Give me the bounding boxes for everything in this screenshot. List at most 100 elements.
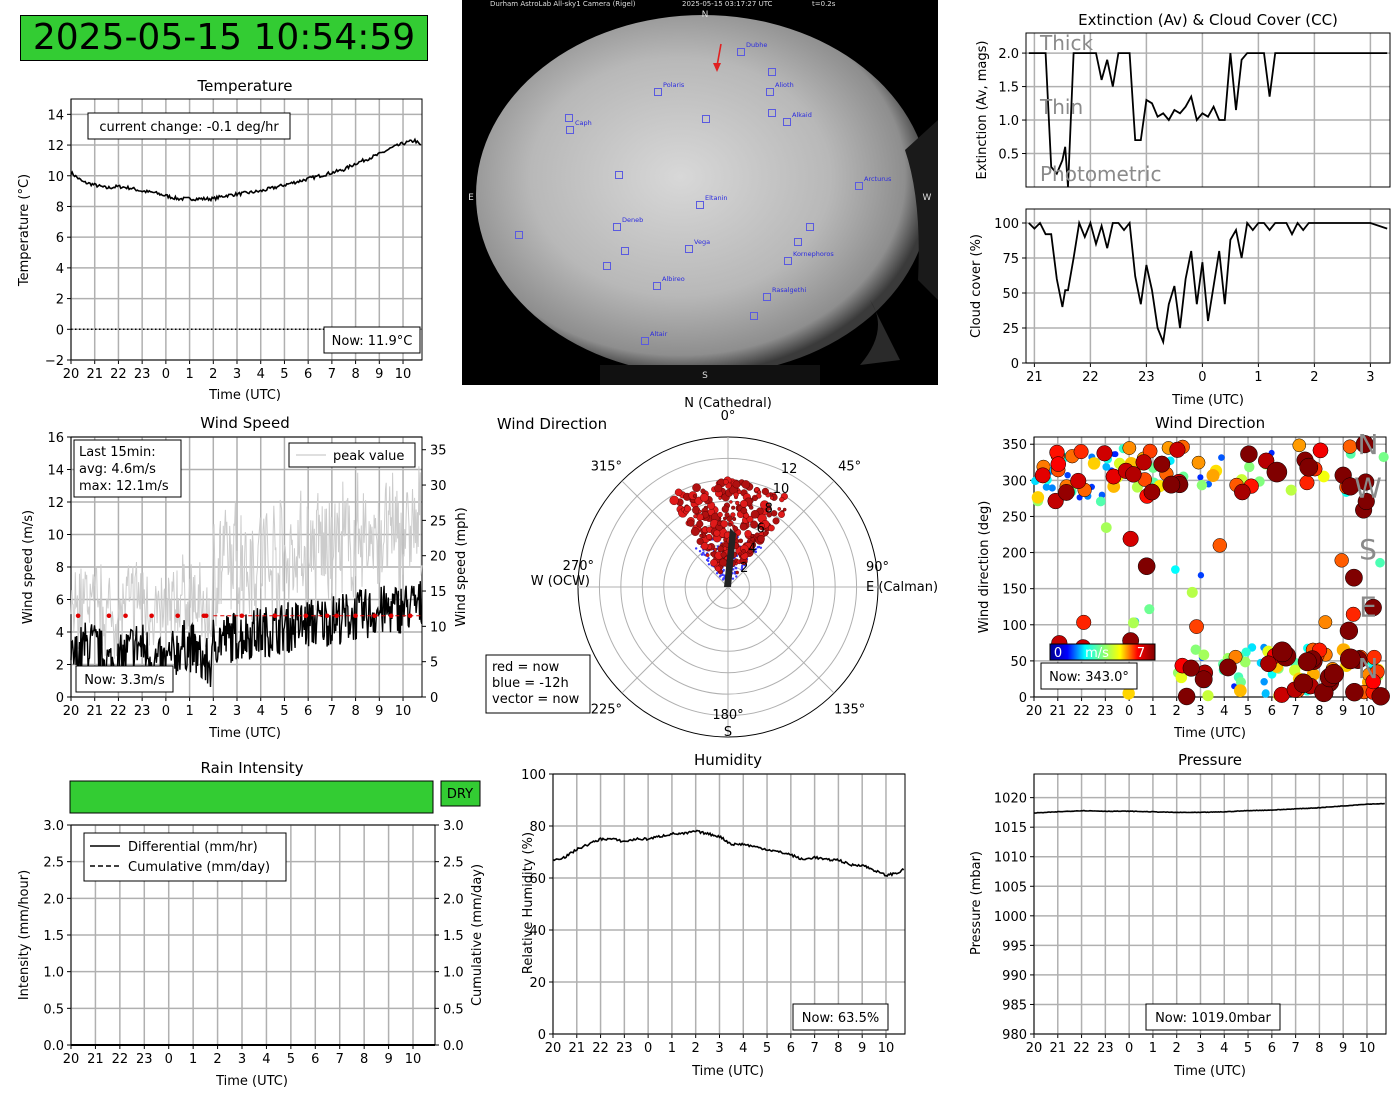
polar-point-now [732,525,739,532]
polar-point-now [722,479,729,485]
star-marker [768,68,776,76]
polar-point-now [759,523,765,529]
temp-xtick-label: 6 [304,367,312,382]
pres-xtick-label: 2 [1173,1041,1181,1056]
polar-point-now [717,511,723,518]
hum-xtick-label: 7 [810,1041,818,1056]
wind-ytick-right-label: 35 [430,444,447,459]
polar-point-now [768,524,775,532]
pres-xtick-label: 5 [1244,1041,1252,1056]
pres-ytick-label: 1015 [994,821,1027,836]
hum-xtick-label: 22 [592,1041,609,1056]
wind-avg-marker [388,613,394,619]
polar-point-old [752,549,756,552]
star-label: Alioth [775,81,794,89]
polar-point-now [715,565,722,572]
wdir-point [1073,444,1089,460]
polar-point-now [720,551,727,558]
polar-point-old [694,547,698,550]
polar-angle-label: 225° [591,703,622,718]
rain-ytick-right-label: 0.5 [443,1002,464,1017]
star-label: Polaris [663,81,685,89]
wdir-xtick-label: 4 [1220,704,1228,719]
rain-xtick-label: 8 [360,1052,368,1067]
cloud-xtick-label: 22 [1082,370,1099,385]
hum-ytick-label: 40 [529,924,546,939]
polar-point-old [754,550,757,554]
wdir-point [1177,687,1196,706]
wdir-ytick-label: 250 [1002,510,1027,525]
polar-angle-label: 135° [834,703,865,718]
polar-point-now [757,490,762,495]
wind-note-line: max: 12.1m/s [79,479,169,494]
rain-ytick-right-label: 1.0 [443,966,464,981]
polar-r-label: 4 [748,541,756,556]
windspeed-title: Wind Speed [200,414,290,432]
wdir-point [1197,572,1205,579]
wdir-point [1122,687,1135,700]
polar-point-now [669,495,679,506]
polar-point-now [732,480,741,489]
wdir-point [1375,557,1385,568]
winddir-ts-title: Wind Direction [1155,414,1265,432]
polar-point-now [746,515,754,523]
polar-r-label: 12 [781,462,798,477]
pres-ytick-label: 1020 [994,792,1027,807]
wdir-point [1378,451,1389,463]
polar-point-old [754,547,758,551]
star-marker [784,257,792,265]
wdir-ytick-label: 300 [1002,474,1027,489]
pres-xtick-label: 21 [1050,1041,1067,1056]
wdir-point [1057,484,1075,501]
wdir-point [1125,466,1142,483]
hum-xtick-label: 6 [787,1041,795,1056]
polar-point-now [772,517,780,525]
wdir-xtick-label: 2 [1173,704,1181,719]
wdir-point [1202,690,1214,702]
star-marker [613,223,621,231]
rain-ylabel: Intensity (mm/hour) [17,870,32,1000]
wind-note-box [73,439,182,498]
rain-legend-box [83,832,287,882]
polar-point-now [699,533,704,538]
wdir-point [1339,621,1359,640]
temp-ytick-label: 14 [47,108,64,123]
wind-now-label-box [75,665,174,693]
rain-plot-frame [70,824,436,1046]
polar-point-now [750,510,760,519]
wdir-point [1299,457,1319,477]
wind-ytick-right-label: 20 [430,550,447,565]
wdir-point [1261,689,1270,698]
star-marker [515,231,523,239]
hum-plot-frame [552,773,906,1035]
wdir-point [1260,678,1268,686]
polar-point-now [696,520,704,528]
polar-point-old [734,566,737,570]
pres-xtick-label: 23 [1097,1041,1114,1056]
wdir-point [1050,456,1067,472]
polar-legend-line: blue = -12h [492,676,569,691]
wind-xtick-label: 3 [233,704,241,719]
wdir-compass-label: N [1358,428,1379,461]
hum-ytick-label: 0 [538,1028,546,1043]
rain-xtick-label: 10 [405,1052,422,1067]
clock-display: 2025-05-15 10:54:59 [20,15,428,61]
pres-xtick-label: 1 [1149,1041,1157,1056]
extinction-line [1028,52,1388,188]
wdir-point [1137,557,1156,576]
wdir-point [1271,641,1293,663]
polar-point-now [692,494,697,498]
polar-point-now [720,520,728,528]
wdir-point [1196,479,1208,491]
wdir-point [1190,644,1201,655]
wind-avg-marker [372,613,377,619]
pres-xtick-label: 20 [1026,1041,1043,1056]
polar-point-now [743,512,750,519]
polar-point-now [741,480,751,489]
wdir-xtick-label: 22 [1073,704,1090,719]
wdir-point [1355,435,1374,454]
polar-point-now [674,488,683,497]
wdir-xtick-label: 3 [1196,704,1204,719]
rain-xtick-label: 21 [87,1052,104,1067]
star-marker [750,312,758,320]
